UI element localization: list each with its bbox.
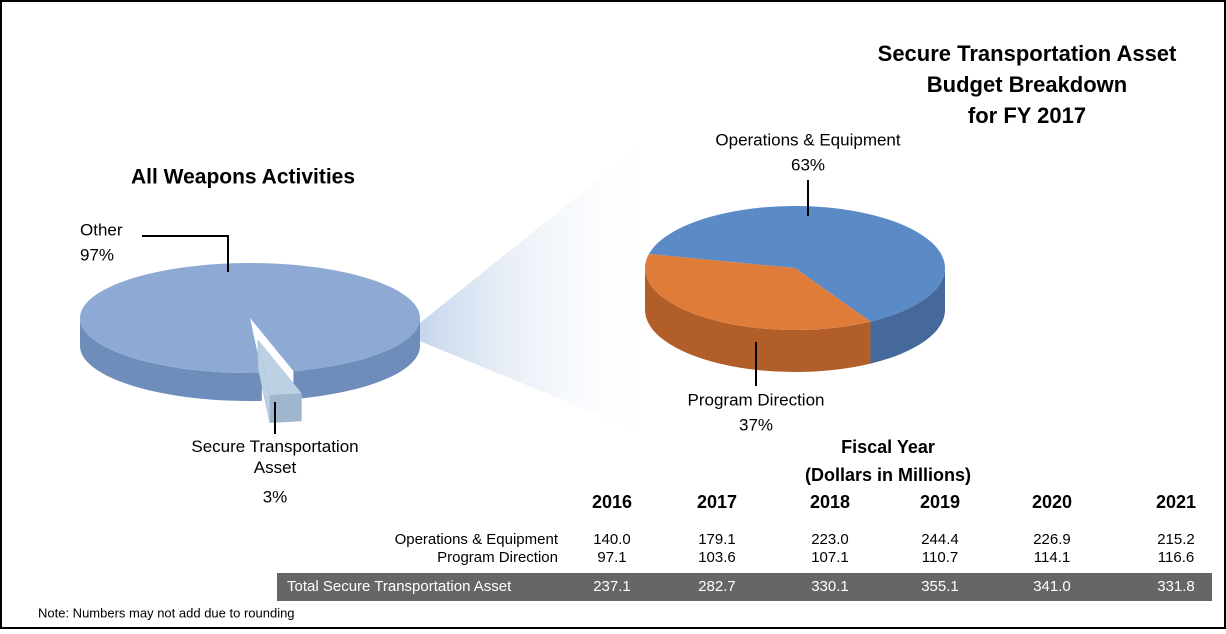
row-label: Total Secure Transportation Asset [287,578,512,595]
slice-side [269,393,302,423]
table-title: Fiscal Year [841,437,935,457]
table-cell: 244.4 [921,531,959,548]
column-header: 2017 [697,492,737,512]
total-row-band [277,573,1212,601]
slice-label-box: Secure Transportation Asset [191,437,359,477]
slice [648,205,946,322]
table: 2016 2017 2018 2019 2020 2021 Operations & Equ… [287,492,1196,595]
leader-line [142,235,229,272]
zoom-fan [405,130,660,440]
table-cell: 114.1 [1034,549,1070,566]
table-cell: 341.0 [1033,578,1071,595]
slice [79,263,420,373]
slice-value-label: 63% [791,155,825,174]
table-cell: 97.1 [597,549,626,566]
slice-value-label: 97% [80,245,114,264]
table-cell: 226.9 [1033,531,1071,548]
pie-title: for FY 2017 [968,103,1086,128]
table-cell: 110.7 [922,549,958,566]
column-header: 2016 [592,492,632,512]
column-header: 2021 [1156,492,1196,512]
row-label: Operations & Equipment [395,531,559,548]
slice-label: Operations & Equipment [715,130,900,149]
slice-label: Program Direction [688,390,825,409]
slice-label: Other [80,220,123,239]
slice-value-label: 37% [739,415,773,434]
column-header: 2020 [1032,492,1072,512]
pies [79,205,946,423]
column-header: 2019 [920,492,960,512]
table-cell: 355.1 [921,578,959,595]
pie-title: Secure Transportation Asset [878,41,1177,66]
table-cell: 116.6 [1158,549,1194,566]
table-cell: 330.1 [811,578,849,595]
slice [645,254,871,330]
slice-value-label: 3% [263,487,288,506]
table-cell: 215.2 [1157,531,1195,548]
slice [258,340,302,395]
table-cell: 179.1 [698,531,736,548]
table-cell: 107.1 [811,549,849,566]
column-header: 2018 [810,492,850,512]
note: Note: Numbers may not add due to roundin… [38,605,295,620]
pie-title: All Weapons Activities [131,166,355,189]
table-title: (Dollars in Millions) [805,465,971,485]
table-cell: 223.0 [811,531,849,548]
slice-side [293,318,420,400]
slice-side [80,318,262,402]
table-cell: 331.8 [1157,578,1195,595]
slice-side [870,268,945,364]
table-cell: 237.1 [593,578,631,595]
row-label: Program Direction [437,549,558,566]
pie-title: Budget Breakdown [927,72,1127,97]
slice-label: Secure Transportation Asset [191,437,359,477]
table-cell: 282.7 [698,578,736,595]
table-cell: 103.6 [698,549,736,566]
table-cell: 140.0 [593,531,631,548]
slice-side [645,268,871,372]
